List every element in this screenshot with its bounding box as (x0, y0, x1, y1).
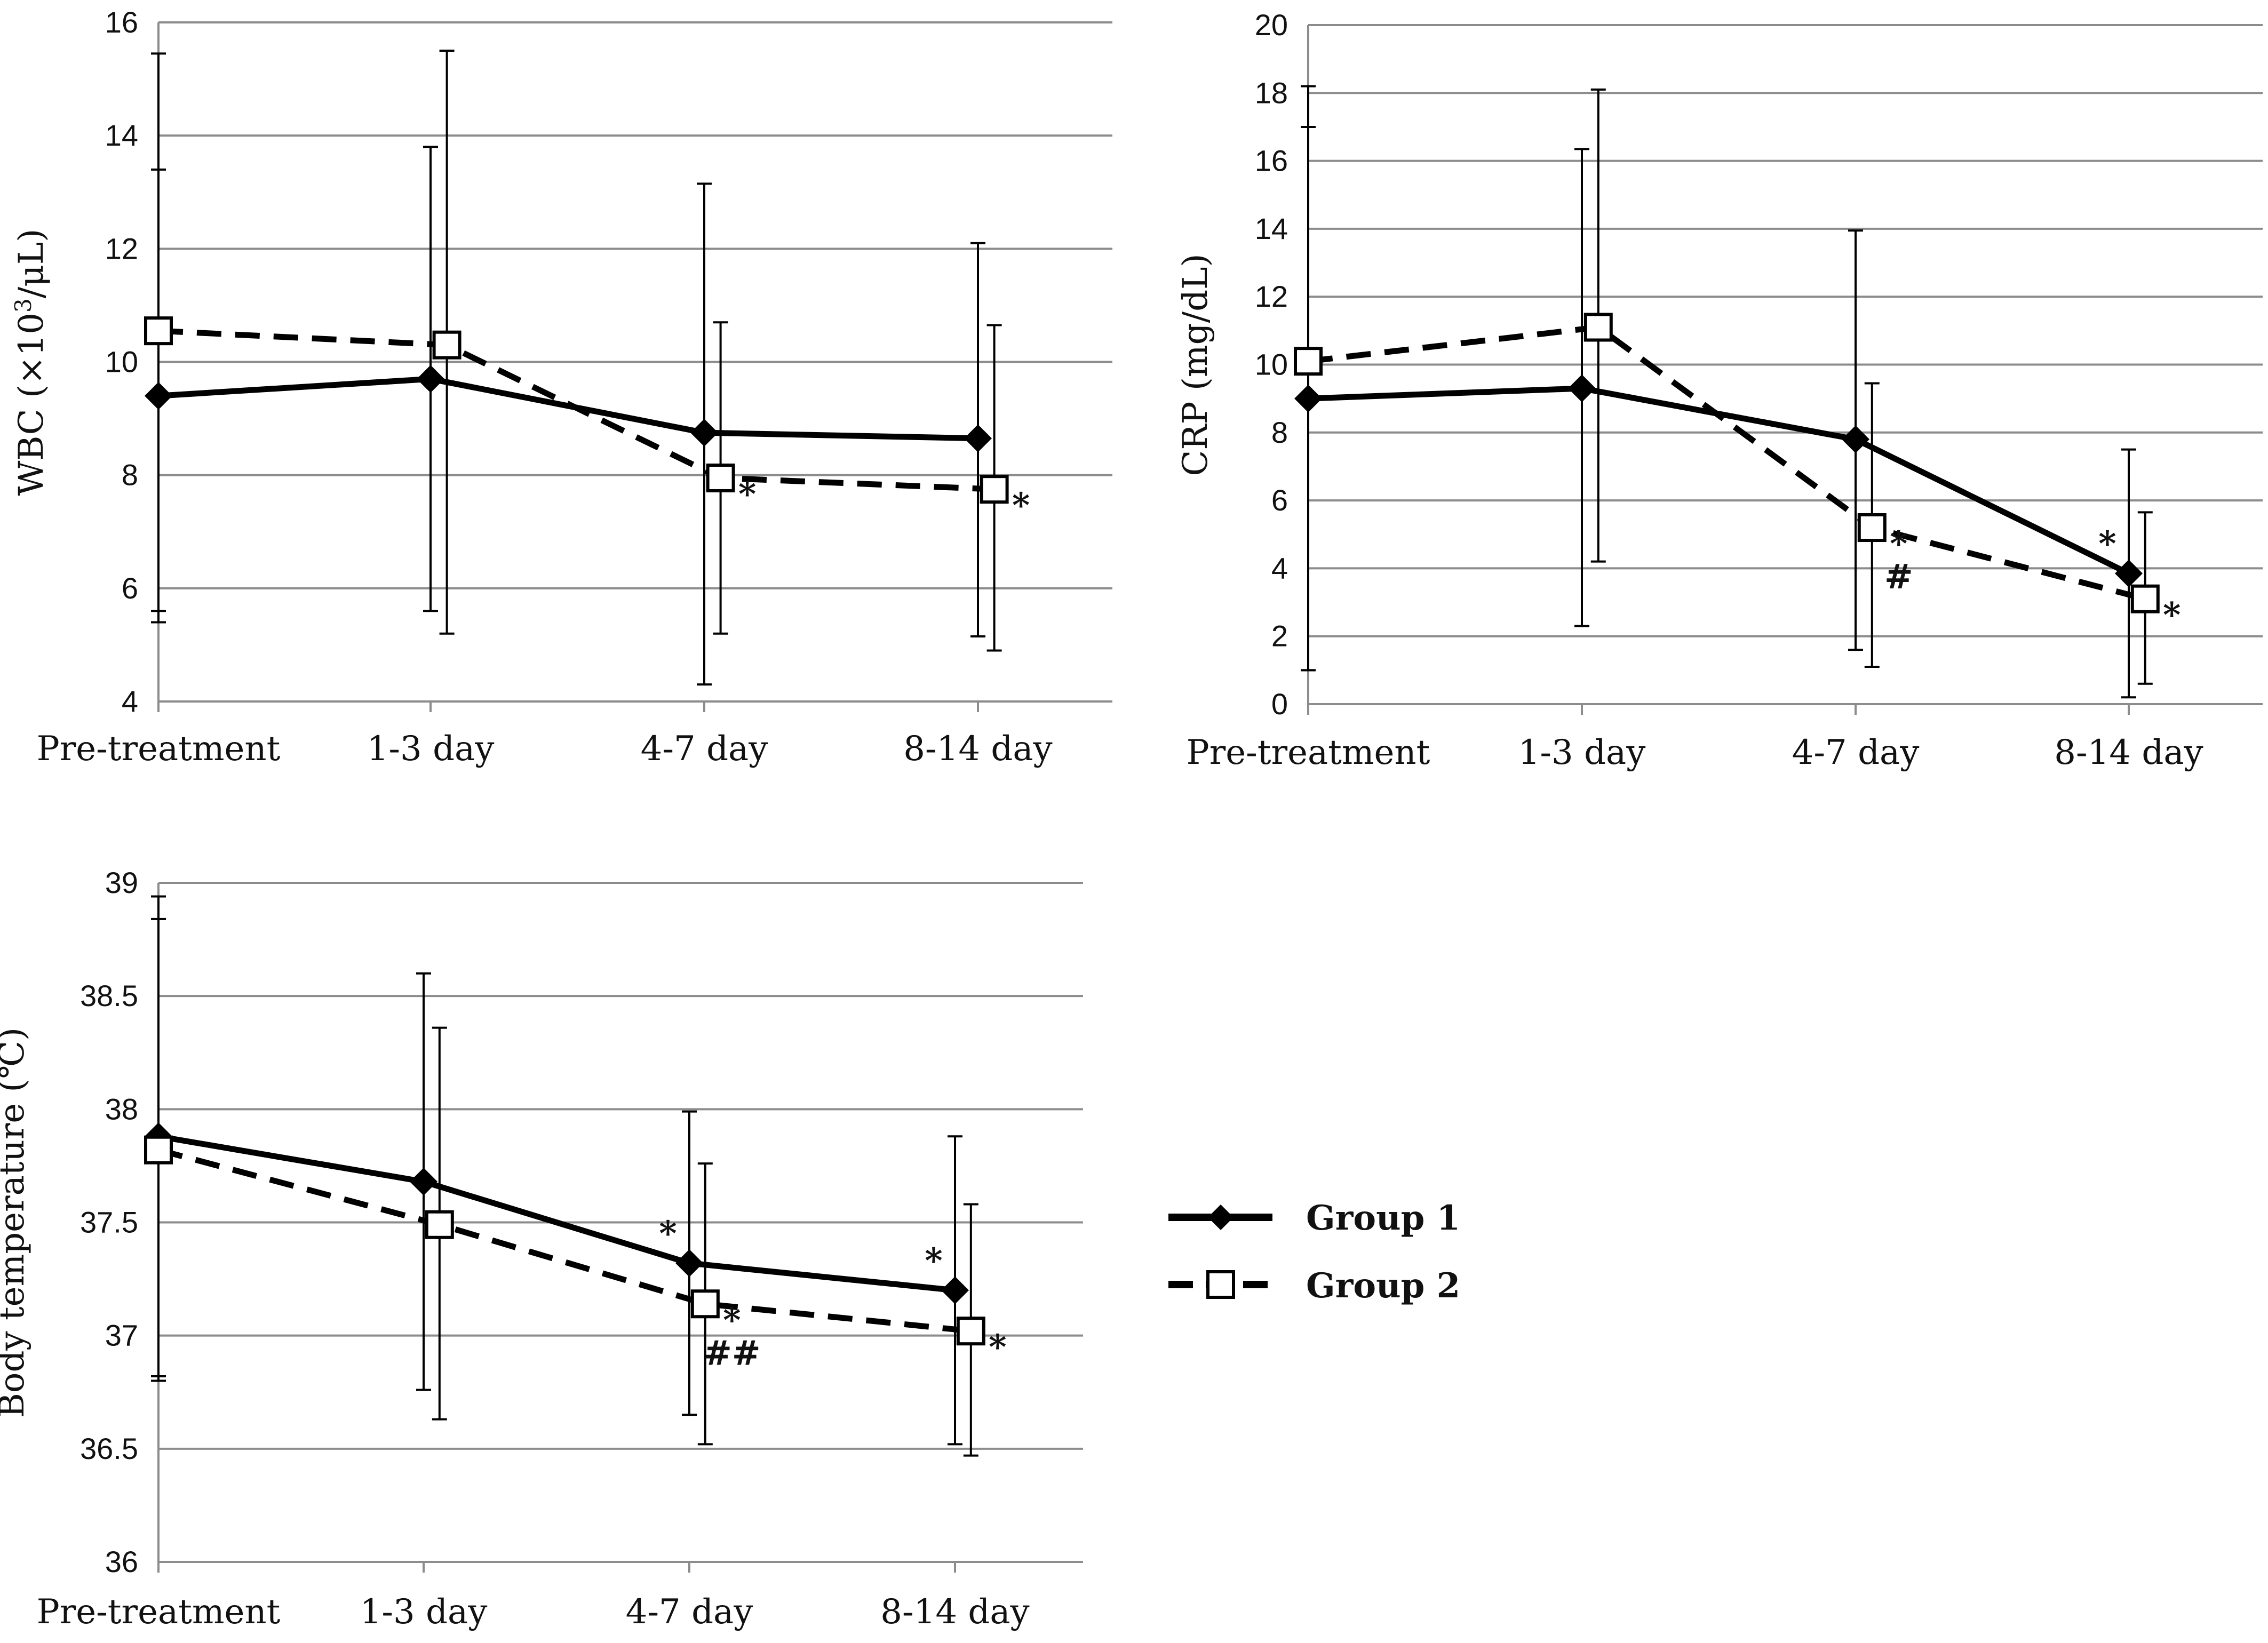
temp-group2-point (956, 1317, 985, 1346)
crp-category-label: 1-3 day (1518, 733, 1646, 772)
crp-group1-point (1842, 425, 1869, 453)
wbc-ylabel: WBC (×103/μL) (10, 229, 51, 496)
wbc-group2-annotation: * (738, 474, 756, 514)
crp-category-label: 8-14 day (2054, 733, 2203, 772)
crp-chart: 0 2 4 6 8 10 12 14 16 18 20 Pre-treatment 1-3 day 4-7… (1176, 8, 2263, 772)
legend: Group 1 Group 2 (1168, 1198, 1460, 1306)
temp-category-label: 1-3 day (360, 1592, 488, 1632)
temp-ytick-label: 36.5 (80, 1432, 138, 1465)
temp-group1-point (410, 1168, 437, 1196)
crp-group1-point (1568, 374, 1596, 403)
temp-group2-point (425, 1210, 454, 1239)
crp-ylabel: CRP (mg/dL) (1176, 253, 1215, 476)
wbc-ytick-label: 12 (105, 232, 138, 265)
wbc-ytick-label: 16 (105, 5, 138, 39)
wbc-group2-point (980, 475, 1009, 504)
wbc-group1-point (964, 424, 992, 452)
crp-ytick-label: 4 (1271, 551, 1288, 585)
legend-group2-label: Group 2 (1306, 1266, 1460, 1306)
temp-group2-point (144, 1135, 173, 1165)
wbc-chart: 4 6 8 10 12 14 16 Pre-treatment 1-3 day 4-7 day 8-… (10, 5, 1112, 769)
temp-ytick-label: 38.5 (80, 979, 138, 1012)
temp-ytick-label: 37 (105, 1319, 138, 1352)
temp-category-label: Pre-treatment (37, 1592, 281, 1632)
temp-ytick-label: 36 (105, 1545, 138, 1578)
wbc-ytick-label: 14 (105, 118, 138, 152)
crp-group2-point (1857, 513, 1887, 543)
crp-ytick-label: 14 (1255, 212, 1288, 245)
wbc-ytick-label: 8 (122, 458, 138, 492)
body-temperature-chart: 36 36.5 37 37.5 38 38.5 39 Pre-treatment 1-3 day… (0, 866, 1083, 1632)
temp-ytick-label: 38 (105, 1092, 138, 1126)
temp-ytick-label: 39 (105, 866, 138, 899)
wbc-category-label: Pre-treatment (37, 729, 281, 769)
wbc-group1-point (417, 365, 444, 393)
wbc-group2-point (706, 463, 735, 492)
temp-group2-annotation: * ## (703, 1300, 760, 1373)
crp-ytick-label: 18 (1255, 76, 1288, 109)
crp-group1-annotation: * (2098, 524, 2116, 564)
legend-group1-marker (1208, 1205, 1234, 1230)
legend-group2-marker (1206, 1270, 1235, 1299)
temp-group1-point (941, 1276, 969, 1304)
temp-group1-annotation: * (925, 1241, 942, 1281)
crp-group2-annotation: * # (1884, 524, 1913, 597)
temp-category-label: 4-7 day (626, 1592, 753, 1632)
wbc-ytick-label: 6 (122, 571, 138, 605)
wbc-group2-line (158, 328, 994, 492)
crp-group2-annotation: * (2163, 595, 2181, 635)
temp-group2-annotation: * (989, 1327, 1006, 1367)
crp-category-label: 4-7 day (1792, 733, 1920, 772)
wbc-category-label: 1-3 day (367, 729, 495, 769)
crp-ytick-label: 2 (1271, 619, 1288, 653)
crp-group2-point (1294, 347, 1323, 376)
crp-ytick-label: 8 (1271, 416, 1288, 449)
crp-ytick-label: 6 (1271, 483, 1288, 517)
temp-category-label: 8-14 day (880, 1592, 1029, 1632)
crp-ytick-label: 16 (1255, 144, 1288, 178)
temp-ylabel: Body temperature (℃) (0, 1027, 32, 1418)
crp-category-label: Pre-treatment (1187, 733, 1430, 772)
wbc-group2-point (432, 330, 461, 360)
wbc-group1-line (158, 376, 978, 442)
wbc-ytick-label: 4 (122, 684, 138, 718)
wbc-category-label: 8-14 day (903, 729, 1052, 769)
wbc-ytick-label: 10 (105, 345, 138, 379)
crp-ytick-label: 12 (1255, 280, 1288, 313)
crp-group2-point (1583, 313, 1613, 342)
temp-group2-line (157, 1147, 972, 1334)
temp-group1-point (675, 1249, 703, 1277)
crp-ytick-label: 0 (1271, 687, 1288, 721)
crp-ytick-label: 20 (1255, 8, 1288, 42)
temp-ytick-label: 37.5 (80, 1206, 138, 1239)
wbc-group2-annotation: * (1012, 485, 1030, 525)
crp-ytick-label: 10 (1255, 348, 1288, 381)
temp-group1-line (158, 1133, 956, 1294)
wbc-category-label: 4-7 day (641, 729, 768, 769)
temp-group2-point (690, 1289, 720, 1319)
crp-group2-line (1308, 324, 2146, 602)
crp-group2-point (2130, 584, 2160, 613)
crp-group1-point (2115, 559, 2143, 587)
legend-group1-label: Group 1 (1306, 1198, 1460, 1238)
temp-group1-annotation: * (659, 1214, 677, 1254)
wbc-group1-point (690, 419, 718, 447)
wbc-group2-point (144, 316, 173, 346)
